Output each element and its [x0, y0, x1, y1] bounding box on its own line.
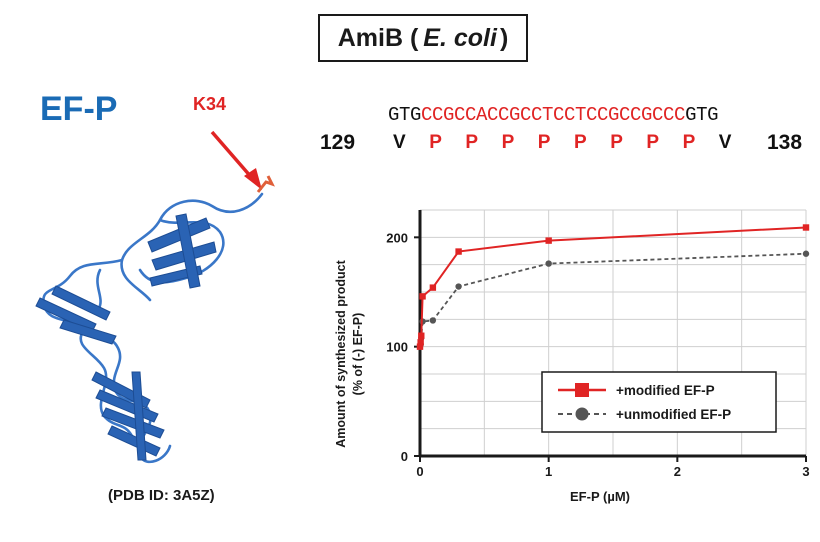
x-tick-label: 0: [416, 464, 423, 479]
y-axis-label-line2: (% of (-) EF-P): [351, 313, 365, 396]
amino-acid-2: P: [429, 132, 442, 153]
title-species: E. coli: [423, 23, 497, 52]
chart-legend: +modified EF-P +unmodified EF-P: [541, 371, 777, 433]
data-point-modified: [418, 332, 425, 339]
amino-acid-6: P: [574, 132, 587, 153]
legend-label-modified: +modified EF-P: [616, 383, 715, 398]
y-axis-label-line1: Amount of synthesized product: [334, 259, 348, 447]
amino-acid-9: P: [682, 132, 696, 153]
protein-strands: [35, 213, 217, 461]
data-point-modified: [417, 339, 424, 346]
data-point-unmodified: [455, 283, 462, 290]
data-point-modified: [802, 224, 810, 231]
x-tick-label: 2: [674, 464, 681, 479]
title-prefix: AmiB (: [337, 23, 419, 52]
legend-marker-modified: [575, 383, 589, 397]
y-tick-label: 100: [386, 340, 408, 355]
title-suffix: ): [499, 23, 509, 52]
x-tick-label: 3: [802, 464, 809, 479]
y-tick-label: 0: [401, 449, 408, 464]
data-point-modified: [416, 343, 424, 350]
amino-acid-10: V: [718, 132, 732, 153]
legend-box: [541, 371, 777, 433]
data-point-modified: [419, 293, 426, 300]
legend-marker-unmodified: [575, 407, 589, 421]
chart-ticks: 0 1 2 3 0 100 200: [386, 230, 809, 479]
amino-acid-3: P: [465, 132, 479, 153]
y-axis-label: Amount of synthesized product (% of (-) …: [334, 259, 365, 447]
legend-label-unmodified: +unmodified EF-P: [616, 407, 731, 422]
amino-acid-7: P: [610, 132, 623, 153]
dna-suffix: GTG: [685, 104, 719, 126]
data-point-modified: [455, 248, 462, 255]
amino-acid-8: P: [646, 132, 660, 153]
figure-title: AmiB (E. coli): [318, 14, 528, 62]
dna-prefix: GTG: [388, 104, 422, 126]
site-arrow: [210, 130, 254, 180]
data-point-modified: [545, 237, 552, 244]
chart-series: [416, 224, 810, 350]
site-label: K34: [193, 94, 227, 114]
line-chart: 0 1 2 3 0 100 200 EF-P (µM) Amount of synthesi…: [334, 209, 810, 504]
pdb-caption: (PDB ID: 3A5Z): [108, 487, 215, 504]
amino-acid-4: P: [501, 132, 515, 153]
end-residue-number: 138: [767, 131, 803, 154]
amino-acid-1: V: [393, 132, 406, 153]
site-arrowhead: [244, 168, 262, 190]
data-point-unmodified: [429, 317, 437, 324]
amino-acid-5: P: [537, 132, 551, 153]
start-residue-number: 129: [320, 131, 356, 154]
data-point-unmodified: [545, 260, 552, 267]
x-tick-label: 1: [545, 464, 552, 479]
dna-sequence: GTGCCGCCACCGCCTCCTCCGCCGCCCGTG: [388, 104, 718, 126]
x-axis-label: EF-P (µM): [570, 489, 630, 504]
amino-acid-row: 129 138 V P P P P P P P P V: [320, 131, 820, 162]
y-tick-label: 200: [386, 230, 408, 245]
protein-structure: [35, 130, 275, 464]
data-point-modified: [429, 284, 437, 291]
lysine-sidechain: [256, 175, 275, 193]
protein-label: EF-P: [40, 90, 118, 128]
dna-poly-proline: CCGCCACCGCCTCCTCCGCCGCCC: [421, 104, 686, 126]
data-point-unmodified: [802, 250, 810, 257]
